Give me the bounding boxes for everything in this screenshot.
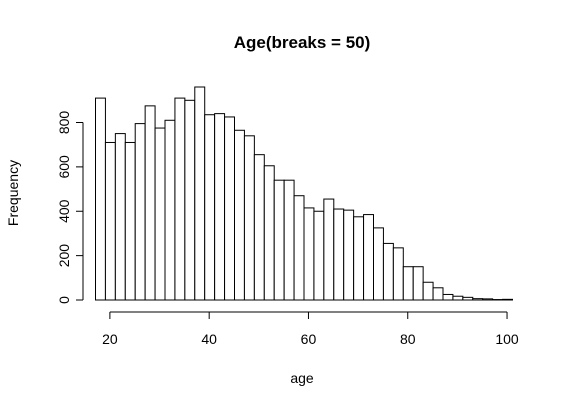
histogram-bar (115, 134, 125, 300)
histogram-bar (304, 208, 314, 300)
histogram-bar (125, 142, 135, 300)
y-axis: 0 200 400 600 800 (56, 111, 83, 304)
histogram-bar (195, 87, 205, 300)
y-tick-label: 800 (56, 111, 72, 135)
x-axis: 20 40 60 80 100 (102, 312, 519, 347)
x-tick-label: 80 (400, 331, 416, 347)
histogram-bar (324, 199, 334, 300)
histogram-bar (284, 180, 294, 300)
chart-title: Age(breaks = 50) (234, 33, 371, 52)
histogram-bar (463, 297, 473, 300)
histogram-bar (364, 215, 374, 300)
y-tick-label: 200 (56, 244, 72, 268)
histogram-bar (453, 296, 463, 300)
bars-group (96, 87, 513, 300)
histogram-bar (105, 142, 115, 300)
histogram-bar (274, 180, 284, 300)
histogram-bar (205, 115, 215, 300)
histogram-bar (433, 288, 443, 300)
histogram-bar (215, 114, 225, 300)
histogram-bar (393, 248, 403, 300)
histogram-bar (503, 299, 513, 300)
y-axis-label: Frequency (5, 160, 21, 226)
y-tick-label: 600 (56, 155, 72, 179)
histogram-bar (254, 155, 264, 300)
histogram-bar (354, 217, 364, 300)
histogram-bar (175, 98, 185, 300)
x-tick-label: 60 (301, 331, 317, 347)
histogram-bar (383, 243, 393, 300)
histogram-bar (403, 267, 413, 300)
histogram-bar (473, 299, 483, 300)
histogram-bar (314, 211, 324, 300)
x-axis-label: age (290, 370, 314, 386)
histogram-bar (413, 267, 423, 300)
histogram-bar (165, 120, 175, 300)
x-tick-label: 20 (102, 331, 118, 347)
y-tick-label: 0 (56, 296, 72, 304)
histogram-bar (244, 136, 254, 300)
histogram-bar (423, 282, 433, 300)
histogram-bar (443, 294, 453, 300)
x-tick-label: 40 (201, 331, 217, 347)
histogram-bar (344, 210, 354, 300)
histogram-bar (483, 299, 493, 300)
histogram-bar (96, 98, 106, 300)
histogram-bar (294, 196, 304, 300)
histogram-bar (155, 128, 165, 300)
histogram-bar (334, 209, 344, 300)
y-tick-label: 400 (56, 199, 72, 223)
histogram-bar (374, 228, 384, 300)
histogram-bar (185, 100, 195, 300)
histogram-bar (225, 117, 235, 300)
x-tick-label: 100 (495, 331, 519, 347)
histogram-bar (264, 166, 274, 300)
histogram-bar (145, 106, 155, 300)
histogram-bar (235, 130, 245, 300)
histogram-bar (135, 124, 145, 300)
